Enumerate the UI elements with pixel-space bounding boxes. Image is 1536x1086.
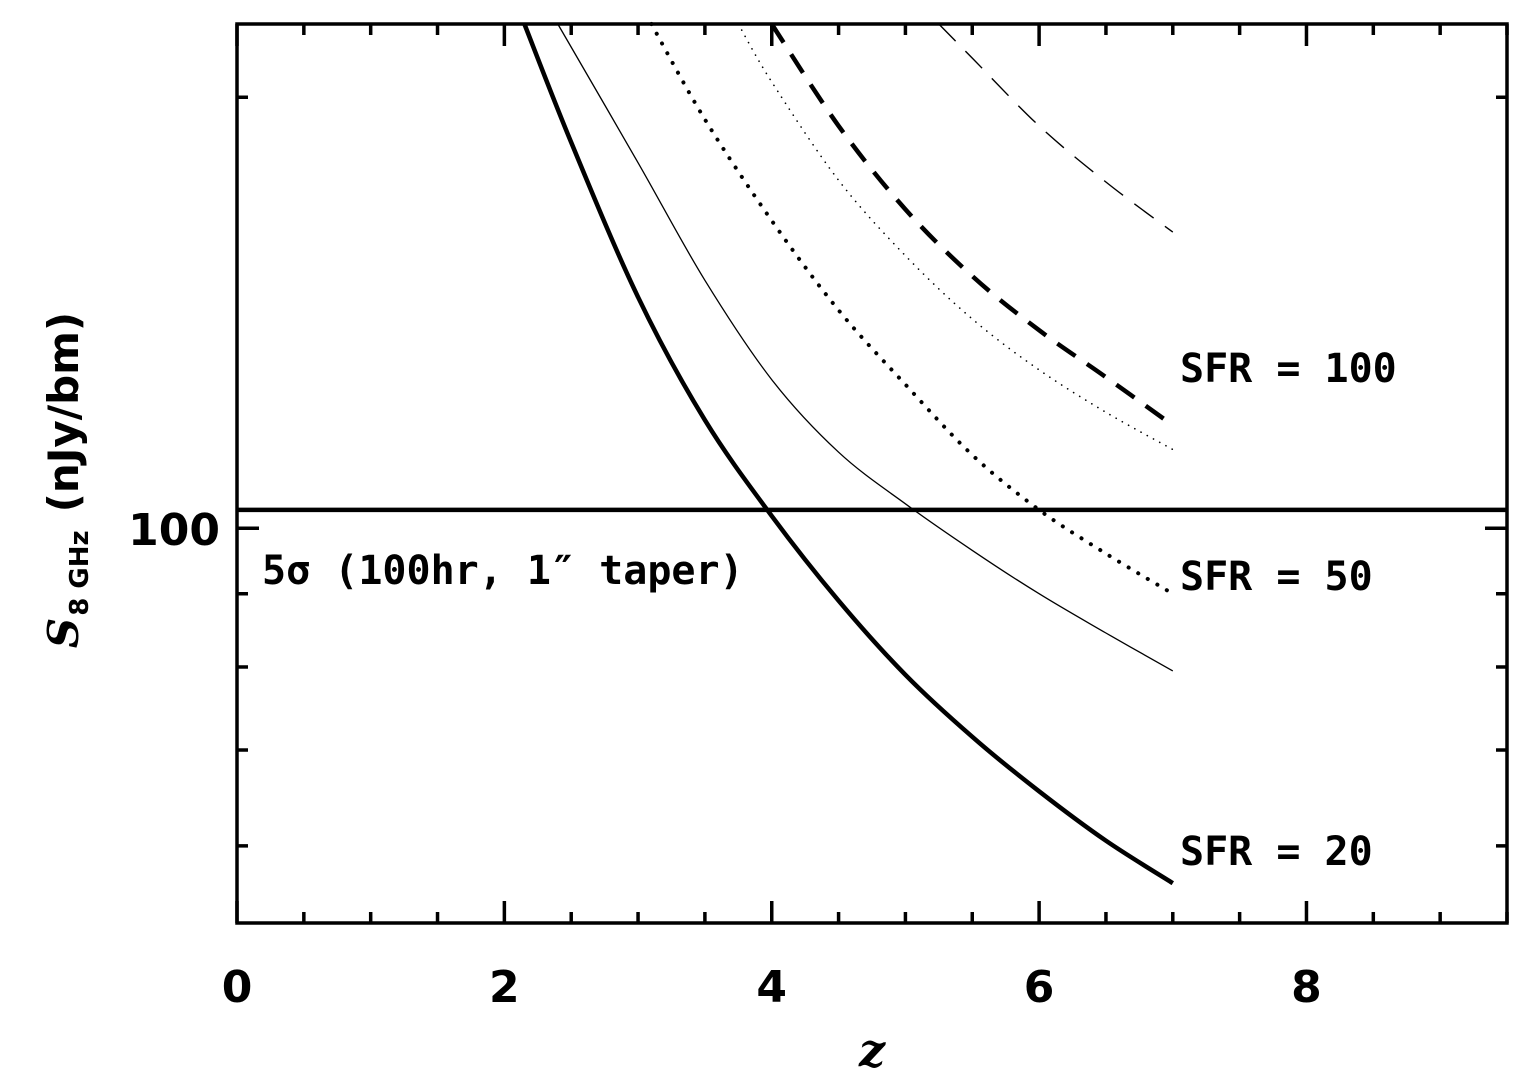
axis-ticks: [235, 24, 1509, 923]
x-tick-label: 2: [489, 962, 520, 1013]
series-group: [522, 22, 1175, 886]
annotation-sfr-100: SFR = 100: [1180, 346, 1397, 392]
annotation-sfr-20: SFR = 20: [1180, 829, 1373, 875]
x-tick-label: 4: [756, 962, 787, 1013]
x-tick-label: 6: [1024, 962, 1055, 1013]
series-line-thick-solid: [522, 23, 1175, 886]
x-axis-label: z: [858, 1023, 886, 1077]
plot-frame: [235, 22, 1509, 925]
series-line-thin-dotted: [737, 23, 1174, 451]
y-axis-label-subscript: 8 GHz: [65, 530, 95, 615]
threshold-label: 5σ (100hr, 1″ taper): [262, 548, 744, 594]
y-axis-label: S8 GHz (nJy/bm): [39, 312, 95, 648]
svg-text:S8 GHz(nJy/bm): S8 GHz (nJy/bm): [39, 312, 95, 648]
series-line-thick-dashed: [769, 22, 1175, 428]
x-tick-label: 0: [222, 962, 253, 1013]
y-tick-labels: 100: [128, 505, 220, 556]
y-tick-label: 100: [128, 505, 220, 556]
series-line-thick-dotted: [649, 22, 1175, 596]
series-line-thin-solid: [557, 23, 1174, 672]
y-axis-label-symbol: S: [39, 618, 88, 648]
x-tick-label: 8: [1291, 962, 1322, 1013]
series-line-thin-dashed: [938, 23, 1174, 233]
y-axis-label-units: (nJy/bm): [39, 312, 88, 512]
annotation-sfr-50: SFR = 50: [1180, 554, 1373, 600]
x-tick-labels: 0 2 4 6 8: [222, 962, 1322, 1013]
